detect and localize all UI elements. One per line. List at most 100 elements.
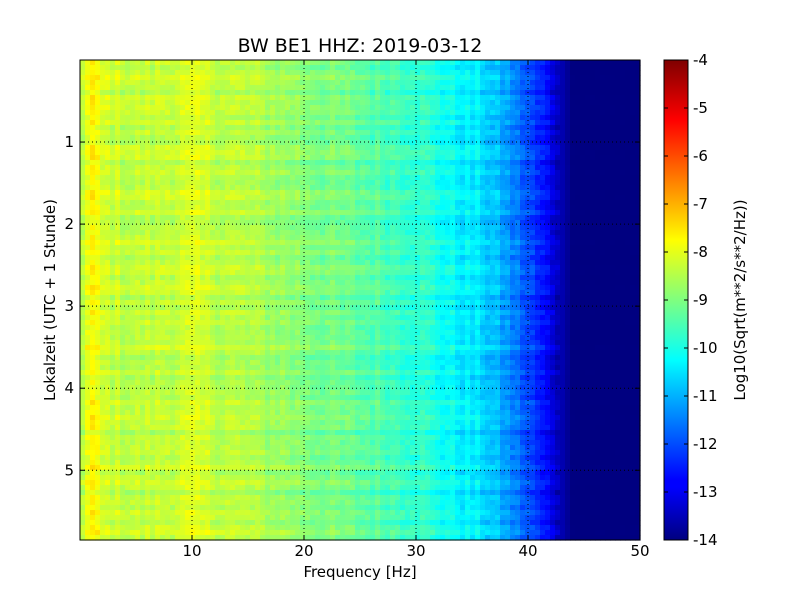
heatmap-cell	[105, 65, 111, 71]
heatmap-cell	[280, 110, 286, 116]
heatmap-cell	[115, 145, 121, 151]
heatmap-cell	[125, 260, 131, 266]
heatmap-cell	[500, 255, 506, 261]
heatmap-cell	[605, 170, 611, 176]
heatmap-cell	[410, 160, 416, 166]
heatmap-cell	[425, 115, 431, 121]
heatmap-cell	[360, 205, 366, 211]
heatmap-cell	[235, 170, 241, 176]
heatmap-cell	[480, 155, 486, 161]
heatmap-cell	[520, 265, 526, 271]
heatmap-cell	[565, 65, 571, 71]
heatmap-cell	[530, 270, 536, 276]
heatmap-cell	[205, 235, 211, 241]
heatmap-cell	[280, 195, 286, 201]
heatmap-cell	[475, 200, 481, 206]
heatmap-cell	[225, 110, 231, 116]
heatmap-cell	[105, 275, 111, 281]
heatmap-cell	[425, 75, 431, 81]
heatmap-cell	[440, 255, 446, 261]
heatmap-cell	[410, 215, 416, 221]
heatmap-cell	[250, 120, 256, 126]
heatmap-cell	[460, 65, 466, 71]
heatmap-cell	[495, 150, 501, 156]
heatmap-cell	[180, 195, 186, 201]
heatmap-cell	[355, 205, 361, 211]
heatmap-cell	[95, 200, 101, 206]
heatmap-cell	[95, 145, 101, 151]
heatmap-cell	[185, 260, 191, 266]
heatmap-cell	[430, 245, 436, 251]
heatmap-cell	[400, 235, 406, 241]
heatmap-cell	[540, 140, 546, 146]
heatmap-cell	[285, 275, 291, 281]
heatmap-cell	[615, 250, 621, 256]
heatmap-cell	[620, 95, 626, 101]
heatmap-cell	[145, 255, 151, 261]
heatmap-cell	[335, 135, 341, 141]
heatmap-cell	[280, 160, 286, 166]
heatmap-cell	[205, 265, 211, 271]
heatmap-cell	[105, 90, 111, 96]
heatmap-cell	[250, 195, 256, 201]
heatmap-cell	[155, 265, 161, 271]
heatmap-cell	[500, 220, 506, 226]
heatmap-cell	[630, 60, 636, 66]
heatmap-cell	[135, 255, 141, 261]
heatmap-cell	[210, 200, 216, 206]
heatmap-cell	[280, 200, 286, 206]
heatmap-cell	[480, 70, 486, 76]
heatmap-cell	[195, 75, 201, 81]
heatmap-cell	[240, 195, 246, 201]
heatmap-cell	[145, 150, 151, 156]
heatmap-cell	[320, 175, 326, 181]
heatmap-cell	[600, 130, 606, 136]
heatmap-cell	[430, 265, 436, 271]
heatmap-cell	[100, 115, 106, 121]
heatmap-cell	[600, 200, 606, 206]
heatmap-cell	[450, 120, 456, 126]
heatmap-cell	[400, 240, 406, 246]
heatmap-cell	[420, 265, 426, 271]
heatmap-cell	[570, 205, 576, 211]
heatmap-cell	[220, 85, 226, 91]
heatmap-cell	[460, 85, 466, 91]
heatmap-cell	[225, 160, 231, 166]
heatmap-cell	[110, 90, 116, 96]
heatmap-cell	[235, 100, 241, 106]
heatmap-cell	[350, 130, 356, 136]
heatmap-cell	[370, 255, 376, 261]
heatmap-cell	[210, 245, 216, 251]
heatmap-cell	[130, 110, 136, 116]
heatmap-cell	[470, 255, 476, 261]
heatmap-cell	[175, 95, 181, 101]
heatmap-cell	[140, 160, 146, 166]
heatmap-cell	[320, 245, 326, 251]
heatmap-cell	[570, 60, 576, 66]
heatmap-cell	[325, 275, 331, 281]
heatmap-cell	[430, 205, 436, 211]
heatmap-cell	[635, 265, 641, 271]
heatmap-cell	[620, 230, 626, 236]
heatmap-cell	[505, 115, 511, 121]
heatmap-cell	[275, 115, 281, 121]
heatmap-cell	[565, 205, 571, 211]
heatmap-cell	[450, 135, 456, 141]
heatmap-cell	[250, 225, 256, 231]
heatmap-cell	[415, 90, 421, 96]
heatmap-cell	[545, 60, 551, 66]
heatmap-cell	[355, 275, 361, 281]
heatmap-cell	[355, 60, 361, 66]
heatmap-cell	[275, 105, 281, 111]
heatmap-cell	[405, 80, 411, 86]
heatmap-cell	[80, 120, 86, 126]
heatmap-cell	[545, 130, 551, 136]
heatmap-cell	[130, 140, 136, 146]
heatmap-cell	[105, 145, 111, 151]
heatmap-cell	[100, 220, 106, 226]
heatmap-cell	[265, 260, 271, 266]
heatmap-cell	[225, 205, 231, 211]
heatmap-cell	[355, 125, 361, 131]
heatmap-cell	[340, 235, 346, 241]
heatmap-cell	[540, 250, 546, 256]
